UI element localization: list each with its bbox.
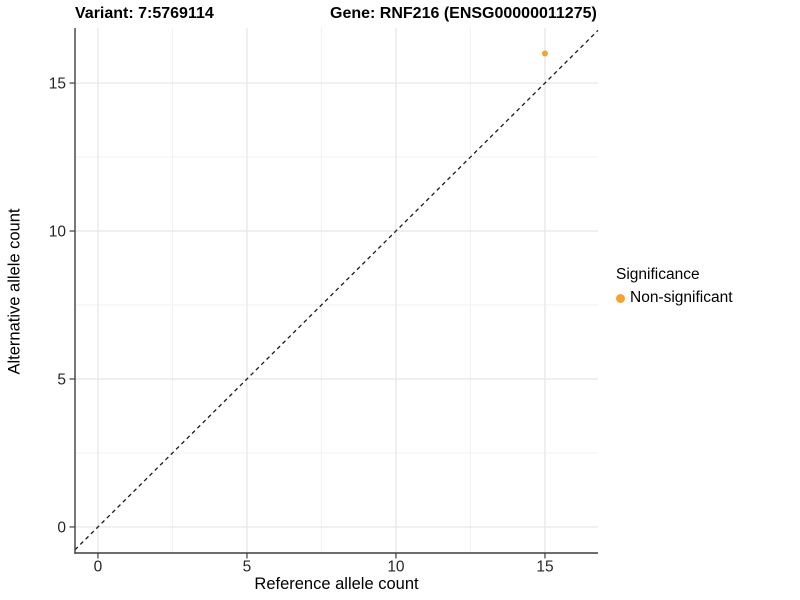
- y-axis-label: Alternative allele count: [5, 208, 24, 375]
- plot-title-variant: Variant: 7:5769114: [75, 5, 214, 22]
- x-tick-label: 5: [243, 559, 252, 576]
- y-tick-label: 15: [49, 76, 66, 93]
- plot-title-gene: Gene: RNF216 (ENSG00000011275): [330, 5, 597, 22]
- legend-item: Non-significant: [616, 289, 733, 307]
- x-tick-label: 10: [387, 559, 405, 576]
- legend-item-label: Non-significant: [630, 289, 733, 306]
- identity-line: [74, 29, 599, 551]
- data-point: [541, 50, 548, 57]
- legend-title: Significance: [616, 266, 700, 283]
- x-axis-label: Reference allele count: [254, 575, 419, 593]
- y-tick-label: 0: [57, 519, 66, 536]
- y-tick-label: 5: [57, 371, 66, 388]
- y-tick-label: 10: [49, 224, 67, 241]
- legend: Significance Non-significant: [616, 266, 733, 307]
- legend-point-icon: [616, 293, 625, 303]
- x-tick-label: 0: [94, 559, 103, 576]
- x-tick-label: 15: [536, 559, 553, 576]
